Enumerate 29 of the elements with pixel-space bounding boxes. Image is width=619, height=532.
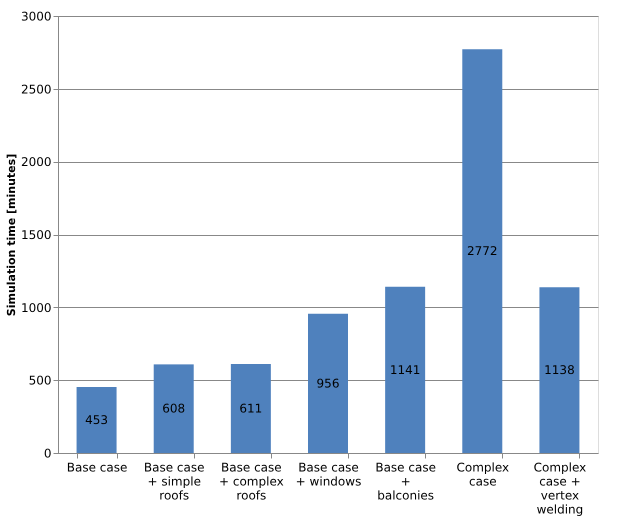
y-axis-title: Simulation time [minutes]: [4, 154, 18, 316]
data-label: 1141: [390, 362, 420, 377]
x-tick-label: Base case + windows: [296, 460, 362, 488]
x-tick-label: Complex case: [456, 460, 510, 488]
y-tick-label: 1500: [20, 228, 52, 242]
data-label: 2772: [467, 244, 498, 258]
bar: [385, 286, 426, 453]
y-tick-label: 1000: [20, 300, 52, 315]
data-label: 608: [162, 402, 186, 416]
x-tick-label: Base case + balconies: [375, 460, 436, 502]
x-tick-label: Complex case + vertex welding: [534, 460, 586, 516]
y-tick-label: 3000: [20, 10, 52, 24]
data-label: 1138: [544, 363, 575, 378]
bar: [539, 287, 580, 453]
bar: [154, 364, 194, 453]
data-label: 611: [239, 402, 262, 416]
bar: [308, 314, 348, 453]
data-label: 453: [85, 413, 108, 428]
bar: [462, 49, 502, 453]
x-tick-label: Base case: [66, 460, 128, 474]
y-tick-label: 2500: [20, 82, 52, 96]
bar: [230, 364, 271, 453]
y-tick-label: 0: [44, 446, 52, 460]
y-tick-label: 2000: [20, 155, 52, 170]
y-tick-label: 500: [28, 374, 52, 388]
data-label: 956: [316, 376, 340, 390]
x-tick-label: Base case + simple roofs: [144, 460, 205, 502]
bar: [76, 387, 117, 453]
x-tick-label: Base case + complex roofs: [218, 460, 284, 502]
